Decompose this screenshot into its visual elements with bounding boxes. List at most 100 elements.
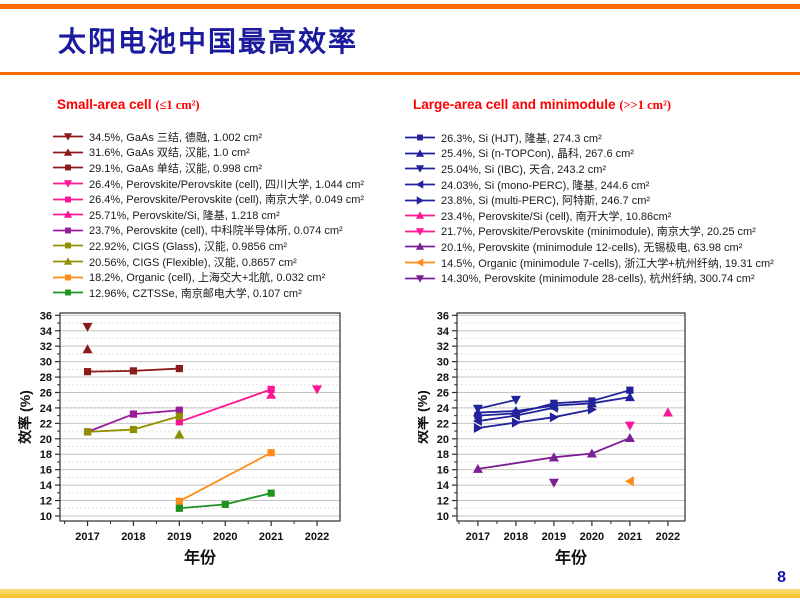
legend-item: 21.7%, Perovskite/Perovskite (minimodule… [405,224,797,240]
y-axis-label: 效率 (%) [18,390,33,444]
legend-marker-triangle-left-icon [405,180,435,189]
legend-item: 14.5%, Organic (minimodule 7-cells), 浙江大… [405,255,797,271]
svg-text:2017: 2017 [75,531,99,543]
legend-item-label: 26.4%, Perovskite/Perovskite (cell), 四川大… [89,178,365,191]
svg-text:24: 24 [437,403,450,415]
title-underline [0,72,800,75]
data-point [415,258,424,267]
data-point [65,289,71,296]
svg-text:2020: 2020 [213,531,237,543]
data-point [65,274,71,281]
legend-item-label: 26.3%, Si (HJT), 隆基, 274.3 cm² [441,132,602,145]
data-point [65,196,71,203]
data-point [83,428,92,436]
data-point [266,389,277,399]
legend-marker-triangle-down-icon [405,165,435,174]
svg-text:34: 34 [40,326,53,338]
svg-text:28: 28 [40,372,52,384]
svg-text:2018: 2018 [121,531,145,543]
svg-text:2021: 2021 [618,531,642,543]
data-point [415,242,425,251]
data-point [549,412,559,423]
legend-item: 12.96%, CZTSSe, 南京邮电大学, 0.107 cm² [53,285,393,301]
legend-marker-triangle-right-icon [405,196,435,205]
legend-marker-triangle-down-icon [405,228,435,236]
legend-item: 25.71%, Perovskite/Si, 隆基, 1.218 cm² [53,207,393,223]
legend-item-label: 18.2%, Organic (cell), 上海交大+北航, 0.032 cm… [89,272,326,285]
legend-item-label: 14.30%, Perovskite (minimodule 28-cells)… [441,273,755,286]
svg-text:2019: 2019 [542,531,566,543]
data-point [624,433,635,443]
legend-item-label: 20.1%, Perovskite (minimodule 12-cells),… [441,241,743,254]
data-point [587,404,597,415]
data-point [65,227,71,234]
legend-item-label: 23.4%, Perovskite/Si (cell), 南开大学, 10.86… [441,210,672,223]
y-axis-label: 效率 (%) [418,390,430,444]
data-point [548,402,558,413]
legend-item-label: 14.5%, Organic (minimodule 7-cells), 浙江大… [441,257,774,270]
legend-item-label: 25.71%, Perovskite/Si, 隆基, 1.218 cm² [89,209,280,222]
data-point [175,364,183,373]
data-point [175,504,183,512]
svg-text:12: 12 [437,496,449,508]
data-point [586,448,597,458]
large-area-legend-header: Large-area cell and minimodule (>>1 cm²) [413,97,671,113]
legend-item: 26.4%, Perovskite/Perovskite (cell), 南京大… [53,191,393,207]
legend-item: 29.1%, GaAs 单结, 汉能, 0.998 cm² [53,160,393,176]
data-point [65,165,71,171]
data-point [415,228,425,236]
legend-marker-square-icon [53,243,83,249]
legend-item-label: 20.56%, CIGS (Flexible), 汉能, 0.8657 cm² [89,256,297,269]
data-point [624,476,634,487]
legend-marker-square-icon [405,134,435,141]
legend-marker-square-icon [53,274,83,281]
svg-text:36: 36 [40,310,52,322]
legend-marker-triangle-down-icon [53,180,83,188]
data-point [175,497,183,505]
data-point [624,421,635,431]
legend-marker-square-icon [53,196,83,203]
legend-marker-triangle-up-icon [53,210,83,219]
data-point [417,134,423,141]
svg-text:16: 16 [437,465,449,477]
top-accent-bar [0,4,800,9]
legend-item-label: 23.8%, Si (multi-PERC), 阿特斯, 246.7 cm² [441,195,651,208]
legend-item: 22.92%, CIGS (Glass), 汉能, 0.9856 cm² [53,238,393,254]
legend-item: 31.6%, GaAs 双结, 汉能, 1.0 cm² [53,145,393,161]
legend-item-label: 24.03%, Si (mono-PERC), 隆基, 244.6 cm² [441,179,650,192]
data-point [415,180,424,189]
data-point [548,452,559,462]
legend-marker-square-icon [53,289,83,296]
data-point [174,429,185,439]
svg-text:16: 16 [40,465,52,477]
svg-text:2022: 2022 [656,531,680,543]
legend-marker-square-icon [53,227,83,234]
large-area-legend-title: Large-area cell and minimodule [413,97,616,112]
svg-text:10: 10 [40,511,52,523]
svg-text:2021: 2021 [259,531,283,543]
legend-item: 18.2%, Organic (cell), 上海交大+北航, 0.032 cm… [53,269,393,285]
legend-item-label: 23.7%, Perovskite (cell), 中科院半导体所, 0.074… [89,225,343,238]
data-point [624,392,635,402]
svg-text:2022: 2022 [305,531,329,543]
data-point [586,398,597,408]
bottom-accent-bar [0,589,800,598]
legend-item: 26.3%, Si (HJT), 隆基, 274.3 cm² [405,130,797,146]
small-area-legend-title: Small-area cell [57,97,152,112]
data-point [63,257,73,265]
svg-text:10: 10 [437,511,449,523]
legend-item-label: 29.1%, GaAs 单结, 汉能, 0.998 cm² [89,162,263,175]
svg-text:20: 20 [40,434,52,446]
data-point [175,406,183,414]
svg-text:12: 12 [40,496,52,508]
series-line [477,399,517,410]
legend-marker-triangle-up-icon [405,211,435,220]
data-point [63,133,73,141]
data-point [626,386,634,394]
svg-text:32: 32 [437,341,449,353]
series-line [179,388,272,423]
svg-text:14: 14 [437,480,450,492]
data-point [267,489,275,497]
